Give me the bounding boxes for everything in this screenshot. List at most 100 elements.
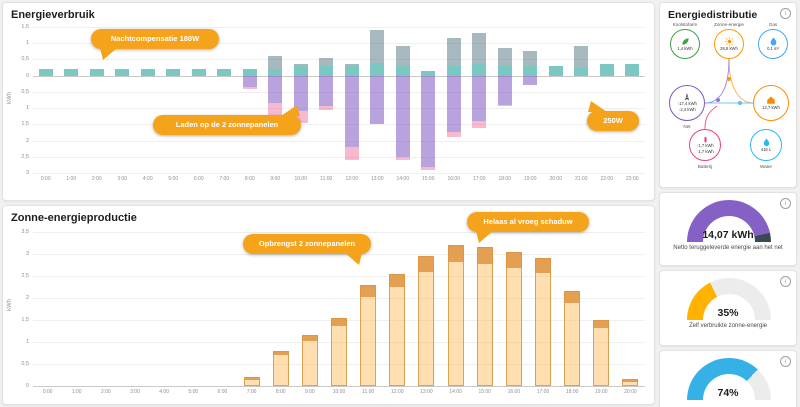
- node-water[interactable]: 416 L: [750, 129, 782, 161]
- gridline: [33, 27, 645, 28]
- bar-segment: [115, 69, 130, 76]
- bar-segment: [497, 75, 512, 105]
- bar-segment: [319, 106, 334, 110]
- bar-segment: [272, 350, 289, 386]
- bar-segment: [268, 56, 283, 70]
- x-tick-label: 8:00: [275, 389, 286, 395]
- bar-segment: [421, 70, 436, 76]
- bar-segment: [140, 69, 155, 76]
- bar-segment: [319, 57, 334, 66]
- bar-segment: [523, 51, 538, 66]
- x-tick-label: 4:00: [159, 389, 169, 395]
- info-icon[interactable]: [780, 198, 791, 209]
- y-tick-label: 0,5: [21, 361, 29, 367]
- bar-segment: [293, 65, 308, 76]
- bar-segment: [243, 377, 260, 386]
- x-tick-label: 16:00: [507, 389, 521, 395]
- x-tick-label: 14:00: [396, 176, 409, 182]
- bar-segment: [421, 166, 436, 170]
- gridline: [33, 276, 645, 277]
- bar-segment: [476, 247, 493, 386]
- x-tick-label: 12:00: [391, 389, 404, 395]
- bar-cap: [622, 379, 639, 383]
- x-tick-label: 5:00: [188, 389, 199, 395]
- y-tick-label: 3: [25, 170, 29, 176]
- x-tick-label: 14:00: [449, 389, 462, 395]
- y-tick-label: 0: [25, 72, 29, 79]
- x-tick-label: 17:00: [536, 389, 550, 395]
- batterij-uit-value: 1,7 kWh: [696, 149, 713, 155]
- x-tick-label: 16:00: [447, 176, 460, 182]
- bar-segment: [293, 75, 308, 112]
- x-tick-label: 2:00: [91, 176, 102, 182]
- gridline: [33, 43, 645, 45]
- bar-segment: [622, 379, 639, 386]
- bar-cap: [564, 291, 581, 303]
- y-tick-label: 1,5: [21, 317, 29, 323]
- bar-cap: [243, 377, 260, 381]
- bar-segment: [446, 75, 461, 133]
- node-label-gas: Gas: [768, 22, 778, 27]
- gridline: [33, 232, 645, 233]
- card-title-energiedistributie: Energiedistributie: [668, 9, 758, 21]
- bar-segment: [344, 64, 359, 66]
- node-value: 26,8 kWh: [720, 45, 738, 51]
- bar-cap: [330, 317, 347, 326]
- net-teruglevering-value: 17,4 kWh: [677, 101, 697, 107]
- x-tick-label: 23:00: [625, 176, 639, 182]
- y-tick-label: 3,5: [21, 229, 29, 235]
- gridline: [33, 91, 645, 93]
- bar-cap: [476, 247, 493, 264]
- x-tick-label: 6:00: [217, 389, 228, 395]
- bar-cap: [593, 320, 610, 328]
- bar-segment: [418, 256, 435, 386]
- bar-segment: [472, 33, 487, 65]
- gauge-label: Zelf verbruikte zonne-energie: [688, 323, 768, 329]
- node-gas[interactable]: 0,1 m³: [758, 29, 788, 59]
- card-gauge-zelfverbruik[interactable]: 35% Zelf verbruikte zonne-energie: [659, 270, 797, 346]
- card-gauge-3[interactable]: 74%: [659, 350, 797, 407]
- x-tick-label: 6:00: [193, 176, 204, 182]
- gridline: [33, 75, 645, 77]
- bar-cap: [534, 258, 551, 274]
- gridline: [33, 59, 645, 61]
- gauge-label: Netto teruggeleverde energie aan het net: [673, 245, 783, 251]
- x-tick-label: 7:00: [246, 389, 257, 395]
- sun-icon: [724, 36, 734, 46]
- info-icon[interactable]: [780, 356, 791, 367]
- bar-segment: [625, 64, 640, 76]
- net-afname-value: 2,4 kWh: [678, 107, 695, 113]
- bar-segment: [38, 69, 53, 76]
- bar-segment: [497, 65, 512, 76]
- bar-segment: [472, 121, 487, 128]
- bar-segment: [599, 64, 614, 76]
- x-tick-label: 20:00: [549, 176, 562, 182]
- gauge-value: 74%: [717, 387, 739, 399]
- x-tick-label: 7:00: [219, 176, 230, 182]
- gridline: [33, 124, 645, 126]
- node-zonne-energie[interactable]: 26,8 kWh: [714, 29, 744, 59]
- leaf-icon: [681, 37, 689, 45]
- x-tick-label: 17:00: [472, 176, 486, 182]
- bar-segment: [574, 46, 589, 68]
- y-tick-label: 0,5: [21, 88, 29, 95]
- bar-segment: [505, 251, 522, 386]
- node-koolstofarm[interactable]: 1,4 kWh: [670, 29, 700, 59]
- info-icon[interactable]: [780, 8, 791, 19]
- bar-segment: [319, 65, 334, 76]
- node-batterij[interactable]: 1,7 kWh 1,7 kWh: [689, 129, 721, 161]
- card-energiedistributie: Energiedistributie Koolstofarm Zonne-ene…: [659, 2, 797, 188]
- info-icon[interactable]: [780, 276, 791, 287]
- card-gauge-netto-teruglevering[interactable]: 14,07 kWh Netto teruggeleverde energie a…: [659, 192, 797, 266]
- gridline: [33, 298, 645, 299]
- bar-cap: [301, 335, 318, 342]
- node-thuis[interactable]: 12,7 kWh: [753, 85, 789, 121]
- bar-segment: [370, 75, 385, 125]
- node-net[interactable]: 17,4 kWh 2,4 kWh: [669, 85, 705, 121]
- bar-segment: [242, 75, 257, 87]
- bar-segment: [472, 75, 487, 122]
- x-tick-label: 15:00: [421, 176, 435, 182]
- bar-segment: [421, 75, 436, 167]
- x-tick-label: 19:00: [595, 389, 608, 395]
- x-tick-label: 22:00: [600, 176, 613, 182]
